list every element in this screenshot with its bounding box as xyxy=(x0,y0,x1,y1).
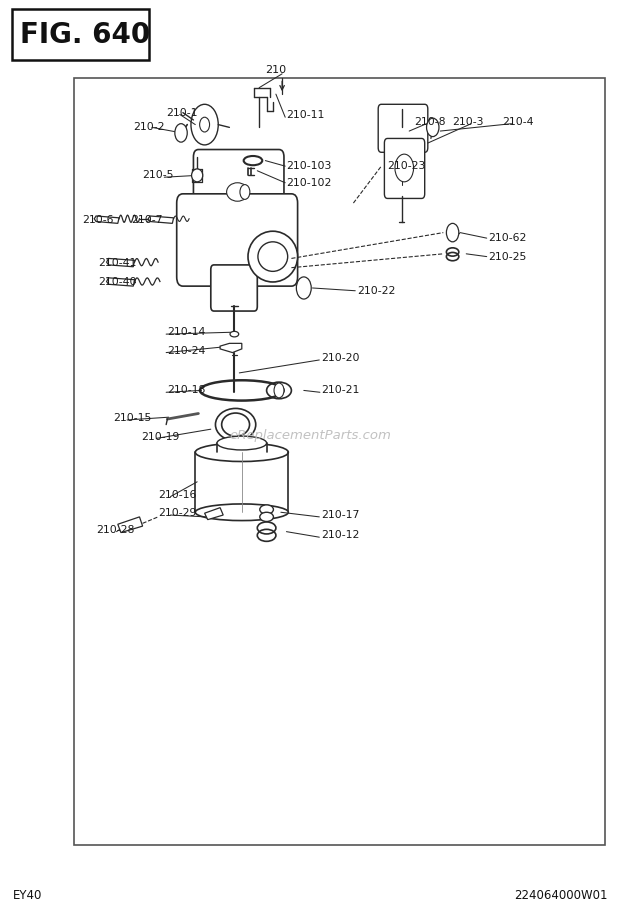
FancyBboxPatch shape xyxy=(177,194,298,286)
Ellipse shape xyxy=(217,436,267,450)
Text: 210-28: 210-28 xyxy=(96,525,135,534)
Text: 210-40: 210-40 xyxy=(98,277,136,286)
Ellipse shape xyxy=(260,512,273,521)
Text: 210-8: 210-8 xyxy=(414,117,446,126)
Text: 210-16: 210-16 xyxy=(158,490,197,499)
Text: 210-20: 210-20 xyxy=(321,354,360,363)
Bar xyxy=(12,9,149,60)
Text: 210-2: 210-2 xyxy=(133,123,165,132)
Text: 210-18: 210-18 xyxy=(167,386,206,395)
Text: 210-15: 210-15 xyxy=(113,414,151,423)
Text: 210-11: 210-11 xyxy=(286,111,325,120)
Text: 210-4: 210-4 xyxy=(502,117,534,126)
Text: FIG. 640: FIG. 640 xyxy=(20,20,150,49)
Circle shape xyxy=(395,154,414,182)
Text: 210-6: 210-6 xyxy=(82,215,113,224)
Text: 210-23: 210-23 xyxy=(388,162,426,171)
Text: 210-17: 210-17 xyxy=(321,510,360,520)
Text: 210-21: 210-21 xyxy=(321,386,360,395)
Text: 210-24: 210-24 xyxy=(167,346,206,355)
Text: eReplacementParts.com: eReplacementParts.com xyxy=(229,429,391,442)
Bar xyxy=(74,78,604,845)
Polygon shape xyxy=(205,508,223,520)
Polygon shape xyxy=(220,343,242,353)
Ellipse shape xyxy=(230,331,239,337)
Ellipse shape xyxy=(248,232,298,282)
Text: 210-25: 210-25 xyxy=(489,252,527,261)
Ellipse shape xyxy=(195,504,288,521)
Polygon shape xyxy=(94,216,119,223)
Text: 210-12: 210-12 xyxy=(321,531,360,540)
Text: 210-103: 210-103 xyxy=(286,162,332,171)
Circle shape xyxy=(274,383,284,398)
Ellipse shape xyxy=(258,242,288,271)
FancyBboxPatch shape xyxy=(211,265,257,311)
Text: 210-22: 210-22 xyxy=(357,286,396,295)
Polygon shape xyxy=(107,258,135,267)
Text: 224064000W01: 224064000W01 xyxy=(514,889,608,902)
Text: 210-19: 210-19 xyxy=(141,432,180,441)
Ellipse shape xyxy=(192,169,203,182)
Text: 210-29: 210-29 xyxy=(158,509,197,518)
Polygon shape xyxy=(118,517,143,533)
Polygon shape xyxy=(107,278,135,286)
Polygon shape xyxy=(148,216,174,223)
Text: 210-41: 210-41 xyxy=(98,258,136,268)
Ellipse shape xyxy=(260,505,273,514)
Text: 210: 210 xyxy=(265,66,286,75)
Ellipse shape xyxy=(227,183,248,201)
Circle shape xyxy=(427,118,439,137)
FancyBboxPatch shape xyxy=(384,138,425,198)
Circle shape xyxy=(296,277,311,299)
Text: EY40: EY40 xyxy=(12,889,42,902)
Ellipse shape xyxy=(195,443,288,462)
Text: 210-5: 210-5 xyxy=(143,171,174,180)
Text: 210-1: 210-1 xyxy=(166,108,198,117)
Text: 210-3: 210-3 xyxy=(453,117,484,126)
Circle shape xyxy=(446,223,459,242)
Circle shape xyxy=(240,185,250,199)
Circle shape xyxy=(175,124,187,142)
Text: 210-102: 210-102 xyxy=(286,178,332,187)
Text: 210-7: 210-7 xyxy=(131,215,163,224)
FancyBboxPatch shape xyxy=(378,104,428,152)
Text: 210-14: 210-14 xyxy=(167,328,206,337)
FancyBboxPatch shape xyxy=(193,150,284,220)
Text: 210-62: 210-62 xyxy=(489,234,527,243)
